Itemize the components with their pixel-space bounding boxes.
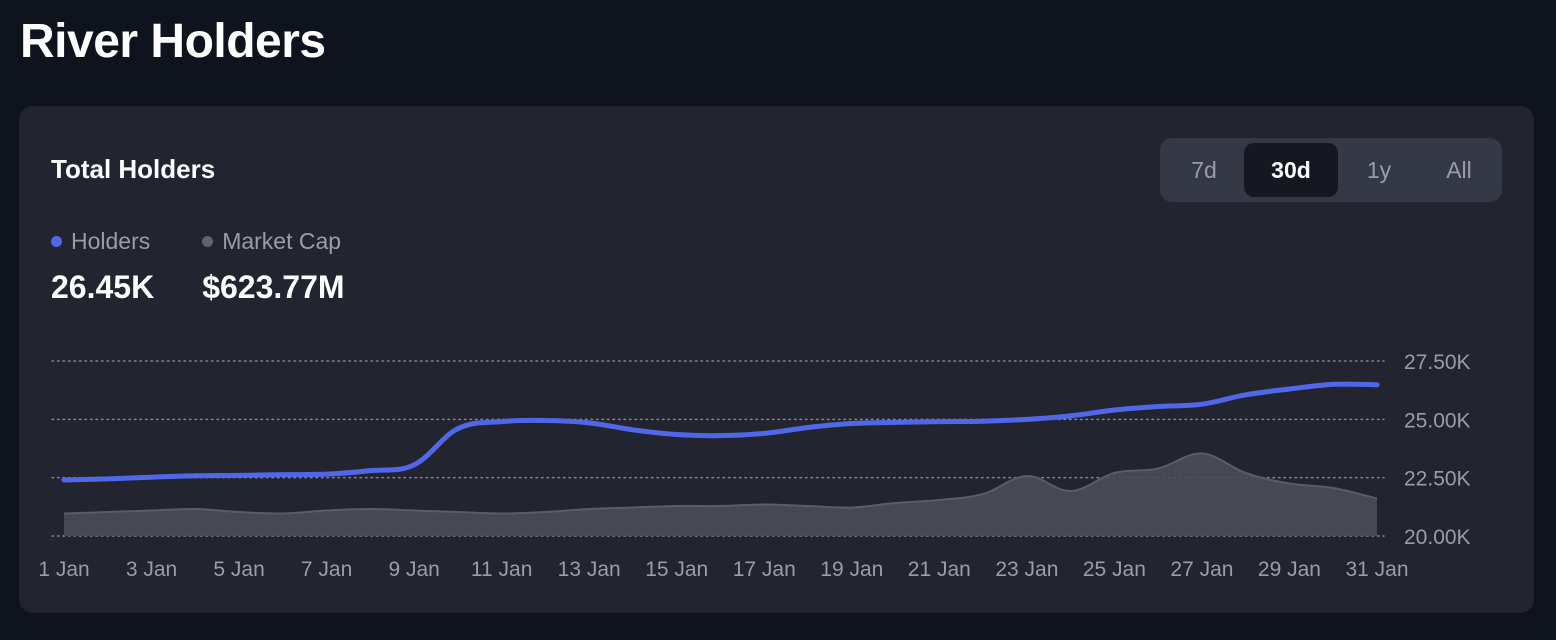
holders-point: [543, 418, 548, 423]
holders-point: [980, 419, 986, 424]
holders-point: [762, 431, 767, 436]
x-tick-label: 29 Jan: [1258, 558, 1321, 581]
holders-point: [61, 477, 67, 483]
holders-point: [587, 420, 592, 426]
holders-point: [1374, 382, 1380, 387]
y-tick-label: 25.00K: [1404, 409, 1471, 432]
holders-point: [805, 425, 811, 430]
time-range-toggle: 7d 30d 1y All: [1160, 138, 1502, 202]
holders-point: [1331, 382, 1336, 387]
market-cap-value: $623.77M: [202, 269, 345, 305]
x-tick-label: 5 Jan: [213, 558, 264, 581]
holders-value: 26.45K: [51, 269, 155, 305]
range-option-30d[interactable]: 30d: [1244, 143, 1338, 197]
card-title: Total Holders: [51, 154, 216, 184]
holders-point: [893, 420, 898, 425]
market-cap-area-edge: [63, 452, 1378, 515]
holders-point: [1112, 407, 1117, 413]
holders-point: [324, 471, 329, 477]
y-tick-labels: 20.00K 22.50K 25.00K 27.50K: [1404, 351, 1471, 549]
x-tick-label: 11 Jan: [471, 558, 533, 581]
holders-point: [630, 427, 636, 433]
x-tick-label: 31 Jan: [1345, 558, 1408, 581]
holders-point: [1199, 401, 1205, 407]
range-option-1y[interactable]: 1y: [1366, 156, 1392, 183]
legend-holders-label: Holders: [71, 228, 151, 254]
holders-point: [499, 419, 504, 424]
holders-point: [193, 473, 198, 478]
x-tick-label: 17 Jan: [733, 558, 796, 581]
holders-point: [236, 473, 242, 478]
holders-line-chart: 20.00K 22.50K 25.00K 27.50K 1 Jan 3 Jan 5 Jan…: [38, 351, 1471, 581]
holders-point: [1287, 386, 1292, 392]
holders-chart-card: Total Holders 7d 30d 1y All Holders 26.4…: [19, 106, 1534, 613]
holders-point: [1155, 404, 1161, 409]
holders-point: [849, 421, 854, 426]
x-tick-label: 3 Jan: [126, 558, 177, 581]
holders-point: [718, 433, 723, 438]
x-tick-label: 21 Jan: [908, 558, 971, 581]
legend-market-cap: Market Cap $623.77M: [202, 228, 345, 306]
chart-legend: Holders 26.45K Market Cap $623.77M: [51, 228, 345, 306]
x-tick-label: 7 Jan: [301, 558, 352, 581]
y-tick-label: 20.00K: [1404, 526, 1471, 549]
holders-point: [411, 462, 417, 468]
page-title: River Holders: [20, 15, 326, 68]
holders-point: [105, 476, 110, 482]
x-tick-label: 27 Jan: [1170, 558, 1233, 581]
x-tick-label: 25 Jan: [1083, 558, 1146, 581]
x-tick-label: 1 Jan: [38, 558, 89, 581]
x-tick-label: 19 Jan: [820, 558, 883, 581]
market-cap-area-layer: [63, 452, 1378, 536]
x-tick-labels: 1 Jan 3 Jan 5 Jan 7 Jan 9 Jan 11 Jan 13 Jan 15 …: [38, 558, 1408, 581]
legend-holders: Holders 26.45K: [51, 228, 154, 306]
holders-point: [1068, 413, 1073, 419]
holders-point: [149, 475, 154, 480]
range-option-7d[interactable]: 7d: [1191, 156, 1217, 183]
holders-point: [674, 432, 679, 437]
x-tick-label: 9 Jan: [388, 558, 439, 581]
holders-point: [368, 468, 373, 473]
range-option-all[interactable]: All: [1446, 156, 1472, 183]
holders-dot-icon: [51, 236, 62, 247]
holders-point: [280, 472, 286, 477]
holders-point: [937, 419, 942, 424]
holders-point: [455, 426, 461, 431]
y-tick-label: 22.50K: [1404, 468, 1471, 491]
market-cap-area: [64, 453, 1377, 536]
holders-point: [1024, 417, 1030, 422]
x-tick-label: 15 Jan: [645, 558, 708, 581]
market-cap-dot-icon: [202, 236, 214, 247]
legend-market-cap-label: Market Cap: [222, 228, 342, 254]
x-tick-label: 23 Jan: [995, 558, 1058, 581]
holders-line-layer: [61, 381, 1380, 483]
y-tick-label: 27.50K: [1404, 351, 1471, 374]
holders-point: [1243, 392, 1248, 398]
x-tick-label: 13 Jan: [558, 558, 621, 581]
